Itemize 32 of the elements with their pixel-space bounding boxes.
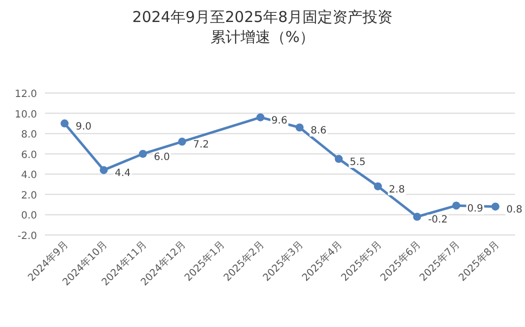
y-tick-label: 8.0 bbox=[21, 130, 37, 141]
data-label: 9.0 bbox=[76, 121, 92, 132]
data-label: 8.6 bbox=[310, 125, 326, 136]
y-tick-label: 4.0 bbox=[21, 170, 37, 182]
data-label: -0.2 bbox=[428, 214, 448, 226]
y-tick-label: 6.0 bbox=[21, 150, 37, 161]
point bbox=[100, 166, 108, 174]
y-tick-label: 2.0 bbox=[21, 190, 37, 202]
point bbox=[491, 202, 500, 211]
y-tick-label: -2.0 bbox=[17, 231, 37, 242]
data-label: 4.4 bbox=[114, 168, 131, 180]
data-label: 6.0 bbox=[154, 152, 170, 163]
point bbox=[452, 202, 460, 210]
y-tick-label: 0.0 bbox=[21, 210, 37, 222]
point bbox=[60, 119, 69, 128]
chart-title: 2024年9月至2025年8月固定资产投资 bbox=[132, 8, 393, 26]
point bbox=[296, 123, 304, 132]
point bbox=[413, 212, 422, 221]
data-label: 2.8 bbox=[388, 184, 405, 196]
data-label: 9.6 bbox=[271, 115, 288, 126]
y-tick-label: 10.0 bbox=[14, 109, 37, 120]
data-label: 7.2 bbox=[193, 140, 209, 151]
point bbox=[138, 150, 147, 158]
data-label: 5.5 bbox=[350, 156, 366, 168]
point bbox=[374, 182, 382, 190]
data-label: 0.9 bbox=[467, 204, 484, 215]
chart-subtitle: 累计增速（%） bbox=[210, 28, 315, 46]
point bbox=[256, 113, 264, 122]
point bbox=[178, 138, 186, 146]
y-tick-label: 12.0 bbox=[14, 89, 37, 100]
data-label: 0.8 bbox=[506, 204, 522, 216]
point bbox=[334, 154, 343, 163]
